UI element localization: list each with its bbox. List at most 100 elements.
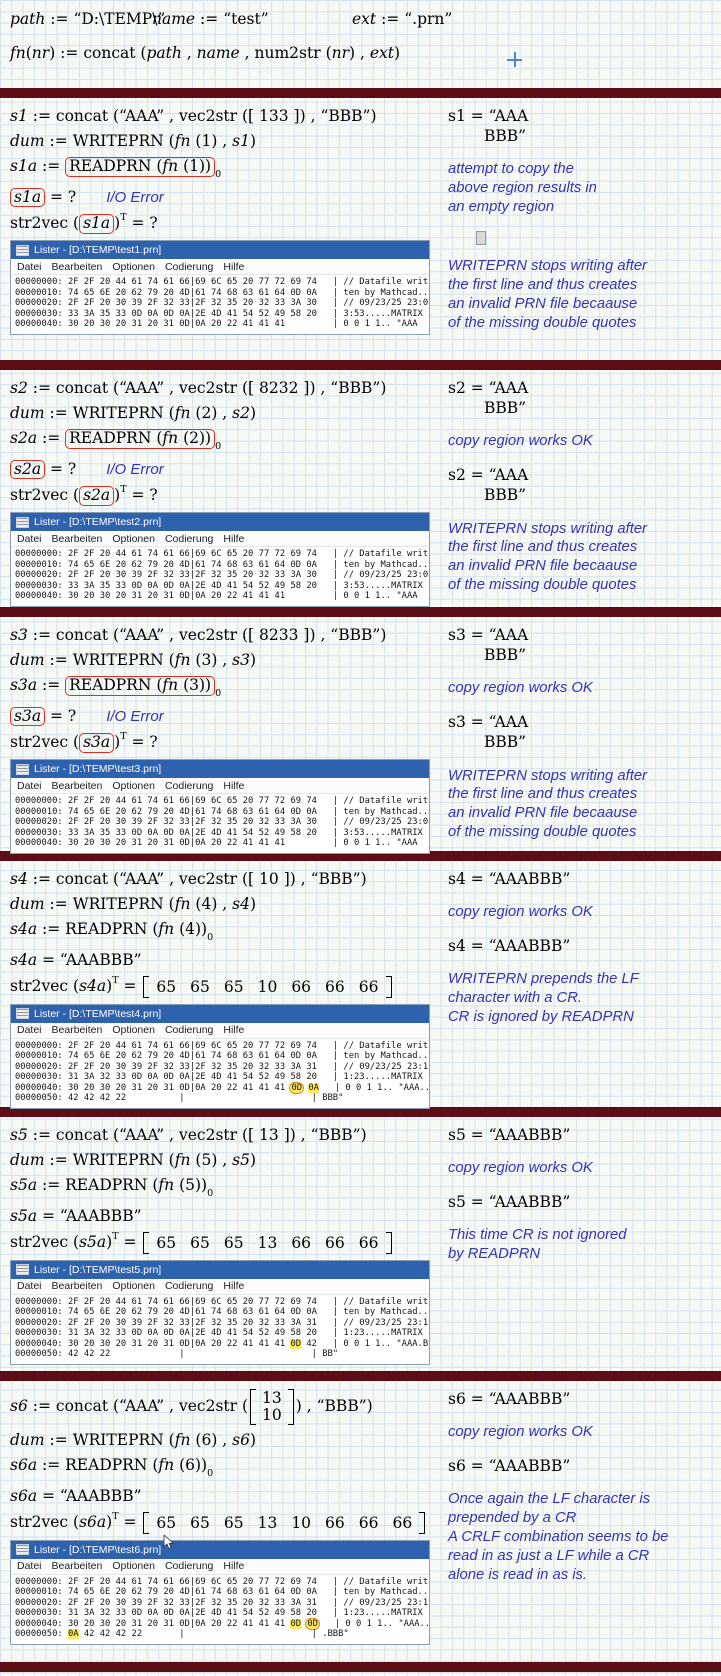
menu-item-bearbeiten[interactable]: Bearbeiten xyxy=(51,779,103,792)
math-region[interactable]: s6 := concat (“AAA” , vec2str (13 10) , “… xyxy=(10,1389,448,1426)
math-region[interactable]: fn(nr) := concat (path , name , num2str … xyxy=(10,44,400,62)
lister-title-bar[interactable]: Lister - [D:\TEMP\test4.prn] xyxy=(11,1004,429,1023)
menu-item-codierung[interactable]: Codierung xyxy=(164,1024,214,1037)
menu-item-codierung[interactable]: Codierung xyxy=(164,260,214,273)
hex-byte: 77 xyxy=(258,1040,270,1051)
result-region[interactable]: s2 = “AAA BBB” xyxy=(448,378,716,418)
menu-item-hilfe[interactable]: Hilfe xyxy=(223,1024,245,1037)
math-region[interactable]: str2vec (s4a)T = 65 65 65 10 66 66 66 xyxy=(10,975,448,998)
result-region[interactable]: s6 = “AAABBB” xyxy=(448,1456,716,1476)
math-region[interactable]: s2a = ? I/O Error xyxy=(10,459,448,480)
math-region[interactable]: s1a = ? I/O Error xyxy=(10,187,448,208)
math-region[interactable]: s3 := concat (“AAA” , vec2str (8233) , “… xyxy=(10,625,448,645)
annotation-note[interactable]: This time CR is not ignored by READPRN xyxy=(448,1226,716,1264)
menu-item-optionen[interactable]: Optionen xyxy=(112,1024,155,1037)
menu-item-hilfe[interactable]: Hilfe xyxy=(223,1560,245,1573)
math-region[interactable]: dum := WRITEPRN (fn (5) , s5) xyxy=(10,1150,448,1170)
math-region[interactable]: s5 := concat (“AAA” , vec2str (13) , “BB… xyxy=(10,1125,448,1145)
math-region[interactable]: s4 := concat (“AAA” , vec2str (10) , “BB… xyxy=(10,869,448,889)
menu-item-bearbeiten[interactable]: Bearbeiten xyxy=(51,260,103,273)
math-region[interactable]: s5a = “AAABBB” xyxy=(10,1206,448,1226)
math-token: fn xyxy=(174,1431,191,1450)
menu-item-datei[interactable]: Datei xyxy=(17,532,42,545)
result-region[interactable]: s2 = “AAA BBB” xyxy=(448,465,716,505)
math-region[interactable]: s4a = “AAABBB” xyxy=(10,950,448,970)
menu-item-hilfe[interactable]: Hilfe xyxy=(223,1280,245,1293)
math-region[interactable]: s6a := READPRN (fn (6))0 xyxy=(10,1455,448,1480)
annotation-note[interactable]: copy region works OK xyxy=(448,679,716,698)
menu-item-optionen[interactable]: Optionen xyxy=(112,532,155,545)
math-region[interactable]: name := “test” xyxy=(152,10,269,28)
math-region[interactable]: str2vec (s5a)T = 65 65 65 13 66 66 66 xyxy=(10,1231,448,1254)
menu-item-bearbeiten[interactable]: Bearbeiten xyxy=(51,1024,103,1037)
menu-item-hilfe[interactable]: Hilfe xyxy=(223,779,245,792)
menu-item-bearbeiten[interactable]: Bearbeiten xyxy=(51,1280,103,1293)
menu-item-optionen[interactable]: Optionen xyxy=(112,779,155,792)
menu-item-bearbeiten[interactable]: Bearbeiten xyxy=(51,532,103,545)
annotation-note[interactable]: copy region works OK xyxy=(448,1423,716,1442)
lister-title-bar[interactable]: Lister - [D:\TEMP\test6.prn] xyxy=(11,1533,429,1559)
hex-byte: 69 xyxy=(290,1296,302,1307)
math-region[interactable]: s1 := concat (“AAA” , vec2str (133) , “B… xyxy=(10,106,448,126)
annotation-note[interactable]: copy region works OK xyxy=(448,1159,716,1178)
result-region[interactable]: s4 = “AAABBB” xyxy=(448,869,716,889)
math-region[interactable]: str2vec (s1a)T = ? xyxy=(10,212,448,235)
result-region[interactable]: s6 = “AAABBB” xyxy=(448,1389,716,1409)
math-region[interactable]: str2vec (s6a)T = 65 65 65 13 10 66 66 66 xyxy=(10,1511,448,1534)
math-region[interactable]: str2vec (s3a)T = ? xyxy=(10,731,448,754)
lister-title-bar[interactable]: Lister - [D:\TEMP\test3.prn] xyxy=(11,760,429,779)
menu-item-hilfe[interactable]: Hilfe xyxy=(223,532,245,545)
math-region[interactable]: ext := “.prn” xyxy=(352,10,452,28)
math-region[interactable]: dum := WRITEPRN (fn (4) , s4) xyxy=(10,894,448,914)
hex-byte: 3A xyxy=(83,827,95,838)
window-title: Lister - [D:\TEMP\test4.prn] xyxy=(34,1007,162,1020)
math-region[interactable]: s3a := READPRN (fn (3)) 0 xyxy=(10,675,448,700)
menu-item-bearbeiten[interactable]: Bearbeiten xyxy=(51,1560,103,1573)
menu-item-optionen[interactable]: Optionen xyxy=(112,260,155,273)
annotation-note[interactable]: Once again the LF character is prepended … xyxy=(448,1490,716,1585)
math-region[interactable]: s6a = “AAABBB” xyxy=(10,1486,448,1506)
result-region[interactable]: s4 = “AAABBB” xyxy=(448,936,716,956)
menu-item-datei[interactable]: Datei xyxy=(17,260,42,273)
math-region[interactable]: str2vec (s2a)T = ? xyxy=(10,484,448,507)
math-region[interactable]: s4a := READPRN (fn (4))0 xyxy=(10,919,448,944)
result-region[interactable]: s5 = “AAABBB” xyxy=(448,1192,716,1212)
result-region[interactable]: s1 = “AAA BBB” xyxy=(448,106,716,146)
annotation-note[interactable]: copy region works OK xyxy=(448,903,716,922)
annotation-note[interactable]: attempt to copy the above region results … xyxy=(448,160,716,217)
result-region[interactable]: s3 = “AAA BBB” xyxy=(448,625,716,665)
empty-region-placeholder[interactable] xyxy=(476,231,486,246)
annotation-note[interactable]: WRITEPRN stops writing after the first li… xyxy=(448,257,716,333)
lister-title-bar[interactable]: Lister - [D:\TEMP\test1.prn] xyxy=(11,241,429,260)
menu-item-optionen[interactable]: Optionen xyxy=(112,1560,155,1573)
menu-item-codierung[interactable]: Codierung xyxy=(164,532,214,545)
annotation-note[interactable]: WRITEPRN prepends the LF character with a… xyxy=(448,970,716,1027)
math-region[interactable]: path := “D:\TEMP\” xyxy=(10,10,165,28)
menu-item-codierung[interactable]: Codierung xyxy=(164,1560,214,1573)
math-region[interactable]: dum := WRITEPRN (fn (6) , s6) xyxy=(10,1430,448,1450)
result-region[interactable]: s5 = “AAABBB” xyxy=(448,1125,716,1145)
result-region[interactable]: s3 = “AAA BBB” xyxy=(448,712,716,752)
annotation-note[interactable]: WRITEPRN stops writing after the first li… xyxy=(448,767,716,843)
menu-item-datei[interactable]: Datei xyxy=(17,779,42,792)
math-region[interactable]: s3a = ? I/O Error xyxy=(10,706,448,727)
menu-item-optionen[interactable]: Optionen xyxy=(112,1280,155,1293)
annotation-note[interactable]: WRITEPRN stops writing after the first li… xyxy=(448,520,716,596)
menu-item-datei[interactable]: Datei xyxy=(17,1560,42,1573)
math-region[interactable]: s1a := READPRN (fn (1)) 0 xyxy=(10,156,448,181)
hex-byte: 42 xyxy=(83,1093,95,1104)
lister-title-bar[interactable]: Lister - [D:\TEMP\test5.prn] xyxy=(11,1260,429,1279)
menu-item-codierung[interactable]: Codierung xyxy=(164,779,214,792)
annotation-note[interactable]: copy region works OK xyxy=(448,432,716,451)
math-region[interactable]: s5a := READPRN (fn (5))0 xyxy=(10,1175,448,1200)
math-region[interactable]: s2 := concat (“AAA” , vec2str (8232) , “… xyxy=(10,378,448,398)
menu-item-codierung[interactable]: Codierung xyxy=(164,1280,214,1293)
math-region[interactable]: dum := WRITEPRN (fn (3) , s3) xyxy=(10,650,448,670)
menu-item-hilfe[interactable]: Hilfe xyxy=(223,260,245,273)
menu-item-datei[interactable]: Datei xyxy=(17,1024,42,1037)
menu-item-datei[interactable]: Datei xyxy=(17,1280,42,1293)
math-region[interactable]: dum := WRITEPRN (fn (1) , s1) xyxy=(10,131,448,151)
math-region[interactable]: dum := WRITEPRN (fn (2) , s2) xyxy=(10,403,448,423)
math-region[interactable]: s2a := READPRN (fn (2)) 0 xyxy=(10,428,448,453)
lister-title-bar[interactable]: Lister - [D:\TEMP\test2.prn] xyxy=(11,513,429,532)
